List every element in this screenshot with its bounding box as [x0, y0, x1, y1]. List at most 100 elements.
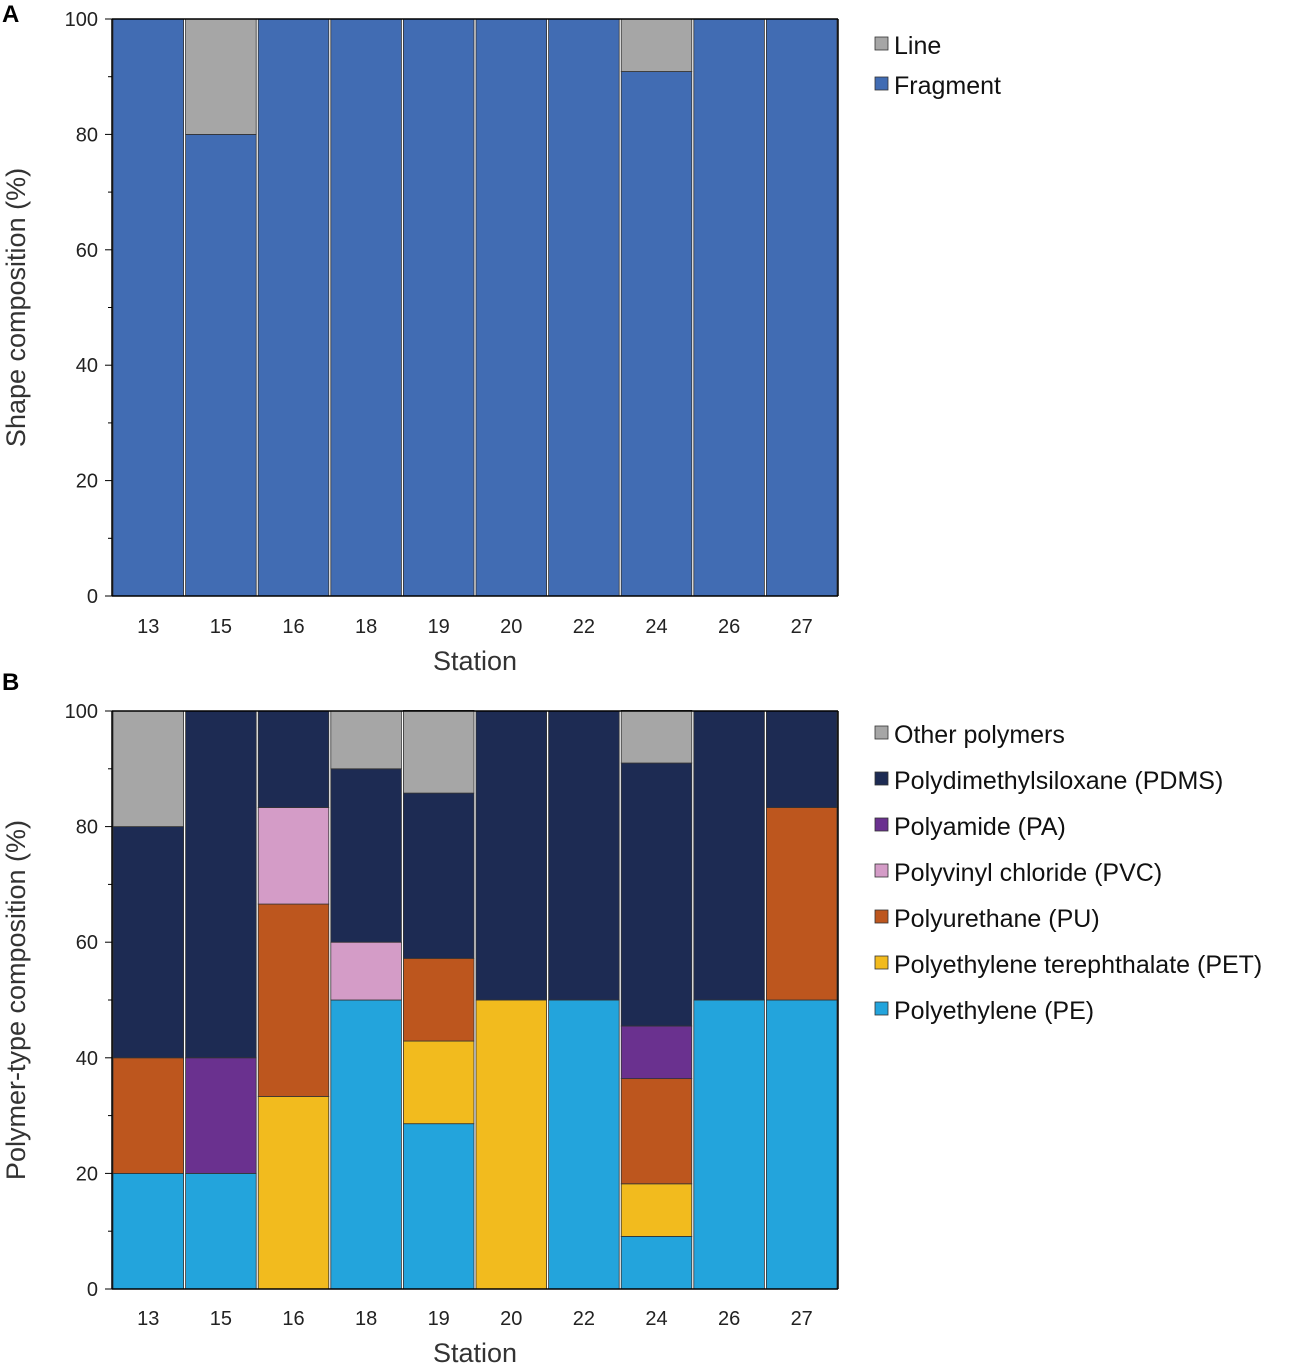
x-axis-label: Station [433, 1338, 517, 1364]
legend-swatch [874, 36, 889, 51]
legend-label: Polydimethylsiloxane (PDMS) [894, 767, 1223, 795]
y-tick-label: 40 [76, 1048, 98, 1070]
bar-segment [330, 18, 402, 597]
bar-segment [257, 1096, 330, 1290]
x-tick-label: 22 [573, 1308, 595, 1330]
x-tick-label: 27 [791, 616, 813, 638]
legend-swatch [874, 863, 889, 878]
legend-swatch [874, 1001, 889, 1016]
bar-segment [402, 957, 475, 1042]
y-tick-label: 100 [65, 9, 98, 31]
legend-swatch [874, 76, 889, 91]
legend-swatch [874, 909, 889, 924]
bar-segment [257, 710, 330, 808]
legend-swatch [874, 817, 889, 832]
bar-segment [620, 762, 693, 1027]
panel-label: B [2, 669, 19, 696]
y-tick-label: 0 [87, 1279, 98, 1301]
x-tick-label: 22 [573, 616, 595, 638]
bar-segment [475, 710, 547, 1001]
bar-segment [620, 1078, 693, 1185]
bar-segment [475, 999, 547, 1290]
bar-segment [330, 710, 402, 770]
bar-segment [475, 18, 547, 597]
bar-segment [548, 18, 620, 597]
x-tick-label: 20 [500, 1308, 522, 1330]
bar-segment [693, 710, 765, 1001]
y-tick-label: 100 [65, 701, 98, 723]
x-tick-label: 13 [137, 1308, 159, 1330]
bar-segment [693, 999, 765, 1290]
bar-segment [766, 999, 838, 1290]
bar-segment [257, 18, 330, 597]
bar-segment [402, 1040, 475, 1125]
legend-label: Polyamide (PA) [894, 813, 1066, 841]
panel-A: A 0 20 40 60 80 100 13 15 16 18 19 20 22 24 26 27 Station… [1, 1, 1001, 676]
bar-segment [185, 710, 257, 1059]
bar-segment [112, 826, 184, 1059]
legend-label: Fragment [894, 72, 1001, 100]
bar-segment [620, 1236, 693, 1290]
x-tick-label: 19 [428, 1308, 450, 1330]
y-tick-label: 60 [76, 240, 98, 262]
bar-segment [112, 18, 184, 597]
bar-segment [402, 792, 475, 959]
x-tick-label: 13 [137, 616, 159, 638]
legend: Line Fragment [874, 32, 1001, 100]
bar-segment [766, 807, 838, 1001]
bar-segment [185, 1173, 257, 1290]
bar-segment [112, 710, 184, 827]
bar-segment [402, 710, 475, 794]
bar-segment [402, 18, 475, 597]
legend-swatch [874, 771, 889, 786]
y-tick-label: 40 [76, 355, 98, 377]
legend-label: Polyethylene (PE) [894, 997, 1094, 1025]
legend-label: Polyethylene terephthalate (PET) [894, 951, 1262, 979]
bar-segment [620, 71, 693, 597]
panel-B: B 0 20 40 60 80 100 13 15 16 18 19 20 22 24 26 27 Station… [1, 669, 1262, 1364]
y-axis-label: Polymer-type composition (%) [1, 820, 31, 1180]
bar-segment [620, 710, 693, 764]
bar-segment [185, 133, 257, 597]
y-axis-label: Shape composition (%) [1, 168, 31, 447]
bar-segment [185, 18, 257, 135]
bar-segment [257, 903, 330, 1097]
x-tick-label: 15 [210, 616, 232, 638]
y-tick-label: 0 [87, 586, 98, 608]
legend-label: Polyurethane (PU) [894, 905, 1100, 933]
x-tick-label: 26 [718, 1308, 740, 1330]
y-tick-label: 80 [76, 124, 98, 146]
x-tick-label: 16 [282, 1308, 304, 1330]
bar-segment [112, 1057, 184, 1174]
bar-segment [402, 1123, 475, 1290]
bar-segment [548, 999, 620, 1290]
y-tick-label: 20 [76, 1163, 98, 1185]
panel-label: A [2, 1, 19, 28]
bar-segment [766, 710, 838, 808]
bar-segment [330, 999, 402, 1290]
legend: Other polymers Polydimethylsiloxane (PDMS… [874, 721, 1262, 1025]
legend-swatch [874, 725, 889, 740]
x-tick-label: 24 [645, 1308, 667, 1330]
x-tick-label: 26 [718, 616, 740, 638]
x-tick-label: 16 [282, 616, 304, 638]
y-tick-label: 20 [76, 471, 98, 493]
bar-segment [330, 941, 402, 1001]
bar-segment [330, 768, 402, 943]
bar-segment [766, 18, 838, 597]
legend-label: Polyvinyl chloride (PVC) [894, 859, 1162, 887]
bar-segment [693, 18, 765, 597]
x-tick-label: 24 [645, 616, 667, 638]
x-tick-label: 18 [355, 616, 377, 638]
legend-label: Other polymers [894, 721, 1065, 749]
x-tick-label: 27 [791, 1308, 813, 1330]
bar-segment [620, 1025, 693, 1080]
x-axis-label: Station [433, 646, 517, 676]
x-tick-label: 20 [500, 616, 522, 638]
bar-segment [185, 1057, 257, 1174]
bar-segment [548, 710, 620, 1001]
y-tick-label: 60 [76, 932, 98, 954]
x-tick-label: 18 [355, 1308, 377, 1330]
x-tick-label: 19 [428, 616, 450, 638]
bar-segment [620, 1183, 693, 1237]
